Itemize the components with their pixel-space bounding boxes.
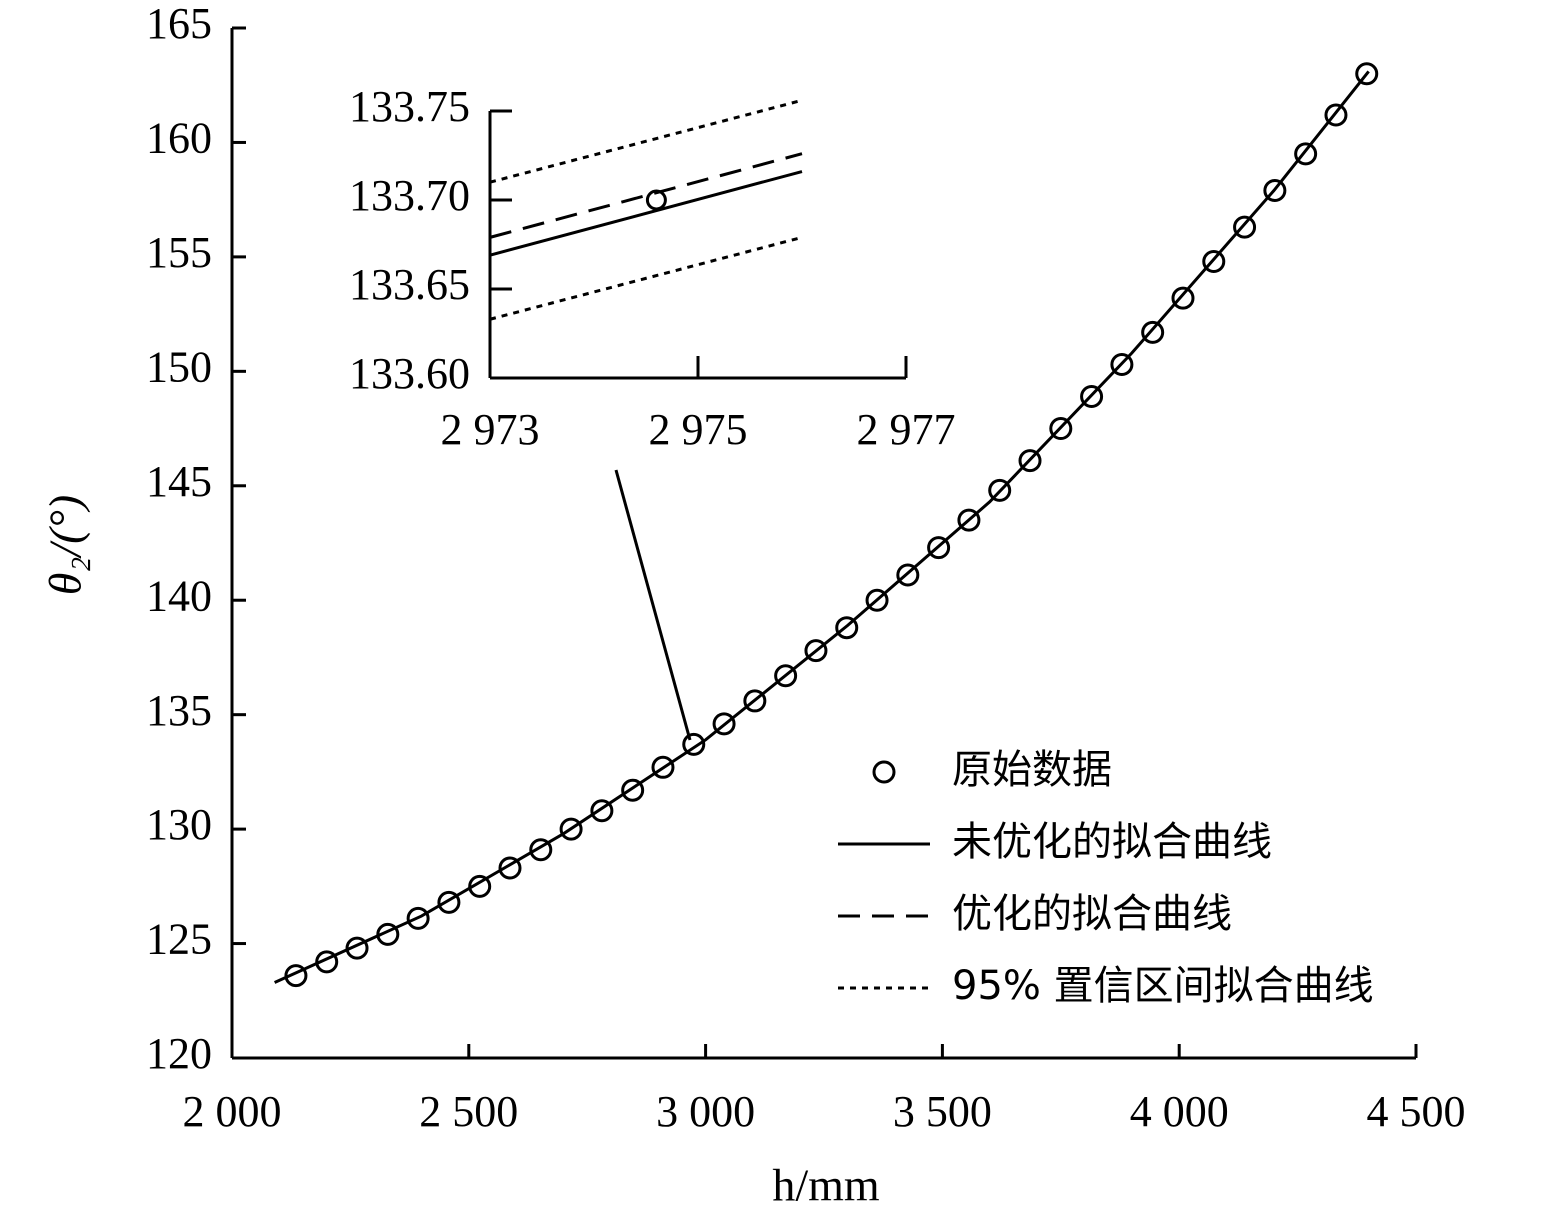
data-point (957, 508, 981, 532)
data-point (1018, 449, 1042, 473)
y-tick-label: 150 (146, 342, 212, 391)
y-tick-label: 133.60 (349, 349, 470, 398)
data-point (1080, 385, 1104, 409)
y-tick-label: 125 (146, 915, 212, 964)
data-point (804, 639, 828, 663)
y-tick-label: 145 (146, 457, 212, 506)
y-tick-label: 133.70 (349, 171, 470, 220)
data-point (988, 478, 1012, 502)
y-tick-label: 165 (146, 0, 212, 48)
y-tick-label: 133.75 (349, 82, 470, 131)
data-point (437, 890, 461, 914)
fit-line (489, 235, 803, 321)
data-point (529, 838, 553, 862)
fit-line (489, 152, 803, 239)
legend-label: 95% 置信区间拟合曲线 (952, 963, 1374, 1009)
data-point (1110, 352, 1134, 376)
x-tick-label: 3 000 (656, 1087, 755, 1136)
data-point (559, 817, 583, 841)
legend-label: 优化的拟合曲线 (952, 891, 1232, 937)
data-point (284, 964, 308, 988)
x-tick-label: 2 975 (649, 405, 748, 454)
y-tick-label: 135 (146, 686, 212, 735)
data-point (927, 536, 951, 560)
x-tick-label: 4 000 (1130, 1087, 1229, 1136)
fit-line (274, 70, 1370, 984)
data-point (468, 874, 492, 898)
x-tick-label: 2 977 (857, 405, 956, 454)
data-point (590, 799, 614, 823)
data-point (774, 664, 798, 688)
data-point (1141, 320, 1165, 344)
x-axis-label: h/mm (772, 1160, 880, 1211)
data-point (682, 732, 706, 756)
data-point (1049, 417, 1073, 441)
y-tick-label: 160 (146, 114, 212, 163)
data-point (1202, 249, 1226, 273)
fit-line (489, 170, 803, 257)
legend-label: 未优化的拟合曲线 (952, 819, 1272, 865)
data-point (1324, 103, 1348, 127)
data-point (1294, 142, 1318, 166)
x-tick-label: 2 000 (183, 1087, 282, 1136)
x-tick-label: 2 973 (441, 405, 540, 454)
zoom-connector (614, 469, 692, 741)
y-tick-label: 155 (146, 228, 212, 277)
data-point (835, 616, 859, 640)
data-point (651, 755, 675, 779)
y-tick-label: 133.65 (349, 260, 470, 309)
data-point (1263, 179, 1287, 203)
data-point (712, 712, 736, 736)
data-point (1171, 286, 1195, 310)
y-tick-label: 140 (146, 571, 212, 620)
x-tick-label: 2 500 (419, 1087, 518, 1136)
data-point (865, 588, 889, 612)
data-point (896, 563, 920, 587)
fit-line (489, 98, 803, 184)
legend-marker (872, 760, 896, 784)
y-axis-label: θ₂/(°) (40, 495, 91, 595)
data-point (498, 856, 522, 880)
data-point (621, 778, 645, 802)
data-point (743, 689, 767, 713)
y-tick-label: 120 (146, 1029, 212, 1078)
data-point (1355, 62, 1379, 86)
data-point (645, 189, 667, 211)
legend-label: 原始数据 (952, 747, 1112, 793)
data-point (406, 906, 430, 930)
x-tick-label: 4 500 (1367, 1087, 1466, 1136)
y-tick-label: 130 (146, 800, 212, 849)
x-tick-label: 3 500 (893, 1087, 992, 1136)
data-point (1233, 215, 1257, 239)
